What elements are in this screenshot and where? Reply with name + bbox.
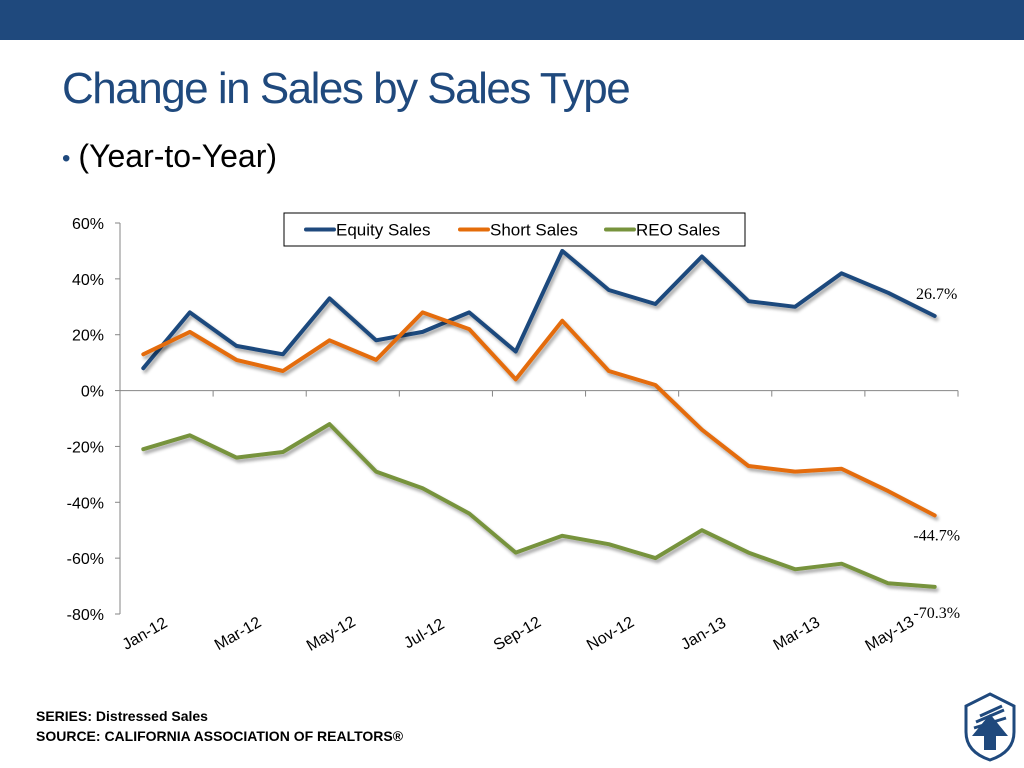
data-label-short-sales: -44.7% (913, 527, 960, 544)
x-tick-label: Nov-12 (584, 614, 637, 655)
x-tick-label: May-12 (304, 613, 359, 654)
y-tick-label: 40% (72, 272, 104, 289)
footer: SERIES: Distressed Sales SOURCE: CALIFOR… (36, 706, 403, 746)
series-line-short-sales (141, 310, 937, 518)
y-tick-label: -40% (67, 495, 104, 512)
x-tick-label: Mar-13 (771, 614, 823, 654)
x-tick-label: May-13 (863, 613, 918, 654)
legend-label: Short Sales (490, 221, 578, 240)
data-label-equity-sales: 26.7% (916, 286, 957, 303)
bullet-dot: • (62, 144, 71, 172)
footer-series: SERIES: Distressed Sales (36, 708, 208, 724)
bullet-text: (Year-to-Year) (78, 138, 278, 174)
realtors-logo-icon (964, 692, 1016, 762)
y-tick-label: -80% (67, 607, 104, 624)
y-tick-label: 20% (72, 328, 104, 345)
y-tick-label: -60% (67, 551, 104, 568)
series-line-reo-sales (141, 422, 937, 589)
x-tick-label: Jan-12 (120, 614, 171, 653)
legend-label: REO Sales (636, 221, 720, 240)
series-line-equity-sales (141, 248, 937, 371)
slide-title: Change in Sales by Sales Type (62, 64, 631, 113)
y-tick-label: -20% (67, 439, 104, 456)
x-tick-label: Jan-13 (678, 614, 729, 653)
data-label-reo-sales: -70.3% (913, 605, 960, 622)
top-banner (0, 0, 1024, 40)
y-tick-label: 0% (81, 384, 104, 401)
legend-label: Equity Sales (336, 221, 431, 240)
y-tick-label: 60% (72, 216, 104, 233)
legend-box (283, 212, 746, 247)
slide-bullet: • (Year-to-Year) (62, 138, 277, 175)
x-tick-label: Jul-12 (401, 616, 447, 653)
x-tick-label: Sep-12 (491, 614, 544, 655)
footer-source: SOURCE: CALIFORNIA ASSOCIATION OF REALTO… (36, 728, 404, 744)
x-tick-label: Mar-12 (212, 614, 264, 654)
